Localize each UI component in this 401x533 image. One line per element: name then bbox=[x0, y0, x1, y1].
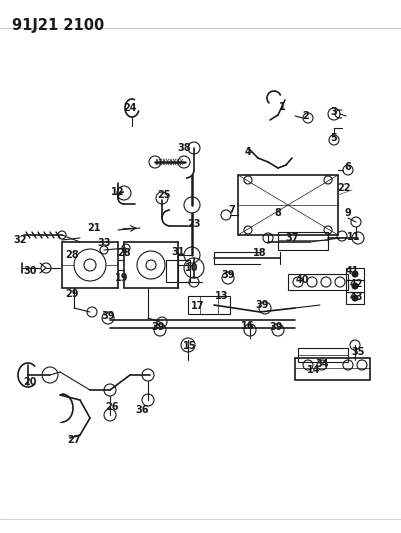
Text: 6: 6 bbox=[344, 162, 350, 172]
Text: 28: 28 bbox=[117, 248, 130, 258]
Bar bbox=[237, 175, 337, 235]
Text: 17: 17 bbox=[191, 301, 204, 311]
Text: 35: 35 bbox=[350, 347, 364, 357]
Circle shape bbox=[351, 271, 357, 277]
Bar bbox=[188, 296, 229, 314]
Text: 26: 26 bbox=[105, 402, 118, 412]
Text: 29: 29 bbox=[65, 289, 79, 299]
Text: 21: 21 bbox=[87, 223, 101, 233]
Text: 40: 40 bbox=[294, 275, 308, 285]
Text: 31: 31 bbox=[171, 247, 184, 257]
Text: 20: 20 bbox=[23, 377, 36, 387]
Text: 38: 38 bbox=[177, 143, 190, 153]
Text: 39: 39 bbox=[101, 311, 114, 321]
Text: 14: 14 bbox=[306, 365, 320, 375]
Text: 7: 7 bbox=[228, 205, 235, 215]
Text: 11: 11 bbox=[346, 232, 360, 242]
Text: 32: 32 bbox=[13, 235, 27, 245]
Text: 41: 41 bbox=[344, 266, 358, 276]
Text: 13: 13 bbox=[215, 291, 228, 301]
Text: 36: 36 bbox=[135, 405, 148, 415]
Circle shape bbox=[351, 283, 357, 289]
Text: 39: 39 bbox=[255, 300, 268, 310]
Text: 15: 15 bbox=[183, 341, 196, 351]
Text: 34: 34 bbox=[314, 359, 328, 369]
Text: 33: 33 bbox=[97, 238, 110, 248]
Text: 25: 25 bbox=[157, 190, 170, 200]
Text: 30: 30 bbox=[23, 266, 36, 276]
Text: 10: 10 bbox=[185, 263, 198, 273]
Text: 27: 27 bbox=[67, 435, 81, 445]
Text: 9: 9 bbox=[344, 208, 350, 218]
Bar bbox=[345, 280, 363, 292]
Bar bbox=[277, 232, 327, 250]
Bar bbox=[345, 292, 363, 304]
Bar bbox=[345, 268, 363, 280]
Text: 19: 19 bbox=[115, 273, 128, 283]
Text: 22: 22 bbox=[336, 183, 350, 193]
Text: 5: 5 bbox=[330, 133, 336, 143]
Bar bbox=[294, 358, 369, 380]
Text: 28: 28 bbox=[65, 250, 79, 260]
Text: 18: 18 bbox=[253, 248, 266, 258]
Text: 4: 4 bbox=[244, 147, 251, 157]
Text: 39: 39 bbox=[221, 270, 234, 280]
Circle shape bbox=[351, 295, 357, 301]
Text: 8: 8 bbox=[274, 208, 281, 218]
Text: 39: 39 bbox=[151, 322, 164, 332]
Text: 12: 12 bbox=[111, 187, 124, 197]
Text: 42: 42 bbox=[348, 279, 362, 289]
Text: 23: 23 bbox=[187, 219, 200, 229]
Text: 16: 16 bbox=[241, 321, 254, 331]
Text: 39: 39 bbox=[269, 322, 282, 332]
Text: 3: 3 bbox=[330, 107, 336, 117]
Text: 2: 2 bbox=[302, 111, 309, 121]
Bar bbox=[297, 348, 347, 362]
Bar bbox=[287, 274, 347, 290]
Text: 43: 43 bbox=[348, 292, 362, 302]
Text: 1: 1 bbox=[278, 102, 285, 112]
Text: 24: 24 bbox=[123, 103, 136, 113]
Text: 37: 37 bbox=[285, 233, 298, 243]
Text: 91J21 2100: 91J21 2100 bbox=[12, 18, 104, 33]
